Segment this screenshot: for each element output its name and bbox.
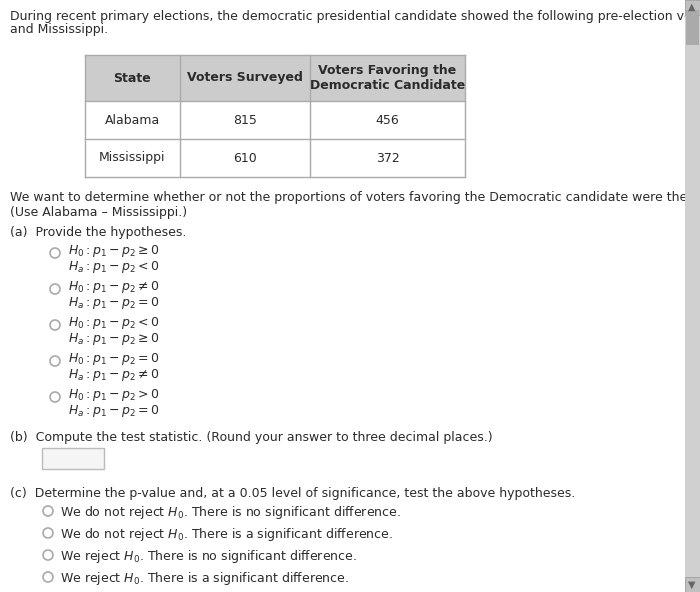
Text: $H_0: p_1 - p_2 = 0$: $H_0: p_1 - p_2 = 0$ (68, 351, 160, 367)
Text: $H_a: p_1 - p_2 \neq 0$: $H_a: p_1 - p_2 \neq 0$ (68, 367, 160, 383)
Text: 610: 610 (233, 152, 257, 165)
Text: We do not reject $H_0$. There is a significant difference.: We do not reject $H_0$. There is a signi… (60, 526, 393, 543)
Bar (85, 139, 465, 177)
Text: 815: 815 (233, 114, 257, 127)
Text: $H_a: p_1 - p_2 = 0$: $H_a: p_1 - p_2 = 0$ (68, 295, 160, 311)
Text: (a)  Provide the hypotheses.: (a) Provide the hypotheses. (10, 226, 186, 239)
Bar (42, 448, 104, 469)
Text: and Mississippi.: and Mississippi. (10, 23, 108, 36)
Bar (685, 577, 700, 592)
Text: ▲: ▲ (688, 2, 696, 12)
Text: (b)  Compute the test statistic. (Round your answer to three decimal places.): (b) Compute the test statistic. (Round y… (10, 431, 493, 444)
Text: $H_a: p_1 - p_2 < 0$: $H_a: p_1 - p_2 < 0$ (68, 259, 160, 275)
Text: (Use Alabama – Mississippi.): (Use Alabama – Mississippi.) (10, 206, 187, 219)
Text: We want to determine whether or not the proportions of voters favoring the Democ: We want to determine whether or not the … (10, 191, 700, 204)
Text: During recent primary elections, the democratic presidential candidate showed th: During recent primary elections, the dem… (10, 10, 700, 23)
Text: Voters Favoring the
Democratic Candidate: Voters Favoring the Democratic Candidate (310, 64, 465, 92)
Text: (c)  Determine the p-value and, at a 0.05 level of significance, test the above : (c) Determine the p-value and, at a 0.05… (10, 487, 575, 500)
Text: $H_a: p_1 - p_2 \geq 0$: $H_a: p_1 - p_2 \geq 0$ (68, 331, 160, 347)
Text: $H_0: p_1 - p_2 \geq 0$: $H_0: p_1 - p_2 \geq 0$ (68, 243, 160, 259)
Text: We do not reject $H_0$. There is no significant difference.: We do not reject $H_0$. There is no sign… (60, 504, 401, 521)
Text: State: State (113, 72, 151, 85)
Text: ▼: ▼ (688, 580, 696, 590)
Bar (85, 55, 465, 101)
Text: We reject $H_0$. There is a significant difference.: We reject $H_0$. There is a significant … (60, 570, 349, 587)
Bar (685, 0, 700, 592)
Text: 456: 456 (376, 114, 400, 127)
Bar (685, 0, 700, 15)
Text: $H_a: p_1 - p_2 = 0$: $H_a: p_1 - p_2 = 0$ (68, 403, 160, 419)
Text: Mississippi: Mississippi (99, 152, 166, 165)
Text: $H_0: p_1 - p_2 \neq 0$: $H_0: p_1 - p_2 \neq 0$ (68, 279, 160, 295)
Text: We reject $H_0$. There is no significant difference.: We reject $H_0$. There is no significant… (60, 548, 357, 565)
Text: $H_0: p_1 - p_2 > 0$: $H_0: p_1 - p_2 > 0$ (68, 387, 160, 403)
Text: $H_0: p_1 - p_2 < 0$: $H_0: p_1 - p_2 < 0$ (68, 315, 160, 331)
Text: 372: 372 (376, 152, 400, 165)
Bar (85, 101, 465, 139)
Bar (686, 10, 699, 45)
Text: Alabama: Alabama (105, 114, 160, 127)
Text: Voters Surveyed: Voters Surveyed (187, 72, 303, 85)
